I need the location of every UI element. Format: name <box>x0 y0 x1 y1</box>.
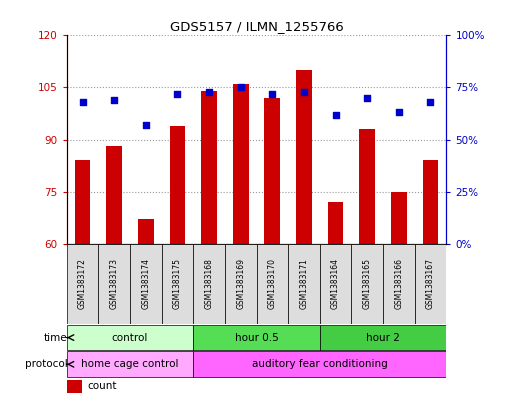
Bar <box>169 126 185 244</box>
Point <box>363 95 371 101</box>
Bar <box>193 351 446 377</box>
Text: GSM1383172: GSM1383172 <box>78 259 87 309</box>
Point <box>268 90 277 97</box>
Point <box>394 109 403 116</box>
Bar <box>359 129 375 244</box>
Text: GSM1383166: GSM1383166 <box>394 259 403 309</box>
Point <box>78 99 87 105</box>
Bar <box>391 191 407 244</box>
Text: GSM1383175: GSM1383175 <box>173 259 182 309</box>
Bar <box>256 244 288 324</box>
Title: GDS5157 / ILMN_1255766: GDS5157 / ILMN_1255766 <box>170 20 343 33</box>
Bar <box>130 244 162 324</box>
Point <box>142 122 150 128</box>
Point <box>426 99 435 105</box>
Text: GSM1383164: GSM1383164 <box>331 259 340 309</box>
Bar <box>264 98 280 244</box>
Bar <box>351 244 383 324</box>
Bar <box>74 160 90 244</box>
Bar <box>138 219 154 244</box>
Bar <box>415 244 446 324</box>
Bar <box>423 160 439 244</box>
Bar <box>225 244 256 324</box>
Bar <box>320 244 351 324</box>
Bar <box>67 380 82 393</box>
Text: hour 0.5: hour 0.5 <box>234 332 279 343</box>
Bar <box>106 147 122 244</box>
Text: control: control <box>112 332 148 343</box>
Bar <box>233 84 249 244</box>
Text: auditory fear conditioning: auditory fear conditioning <box>252 359 388 369</box>
Text: home cage control: home cage control <box>81 359 179 369</box>
Text: GSM1383168: GSM1383168 <box>205 259 213 309</box>
Point <box>236 84 245 90</box>
Bar <box>98 244 130 324</box>
Text: GSM1383170: GSM1383170 <box>268 259 277 309</box>
Bar <box>193 244 225 324</box>
Text: GSM1383174: GSM1383174 <box>141 259 150 309</box>
Point <box>173 90 182 97</box>
Bar <box>383 244 415 324</box>
Text: GSM1383169: GSM1383169 <box>236 259 245 309</box>
Text: hour 2: hour 2 <box>366 332 400 343</box>
Point <box>300 88 308 95</box>
Text: GSM1383167: GSM1383167 <box>426 259 435 309</box>
Point <box>110 97 118 103</box>
Text: time: time <box>44 332 67 343</box>
Bar <box>328 202 344 244</box>
Bar <box>193 325 320 351</box>
Point <box>205 88 213 95</box>
Text: GSM1383173: GSM1383173 <box>110 259 119 309</box>
Text: GSM1383165: GSM1383165 <box>363 259 372 309</box>
Text: count: count <box>88 381 117 391</box>
Bar <box>67 244 98 324</box>
Bar <box>201 91 217 244</box>
Point <box>331 111 340 118</box>
Bar <box>67 325 193 351</box>
Text: protocol: protocol <box>25 359 67 369</box>
Bar <box>162 244 193 324</box>
Bar <box>67 351 193 377</box>
Text: GSM1383171: GSM1383171 <box>300 259 308 309</box>
Bar <box>320 325 446 351</box>
Bar <box>296 70 312 244</box>
Bar <box>288 244 320 324</box>
